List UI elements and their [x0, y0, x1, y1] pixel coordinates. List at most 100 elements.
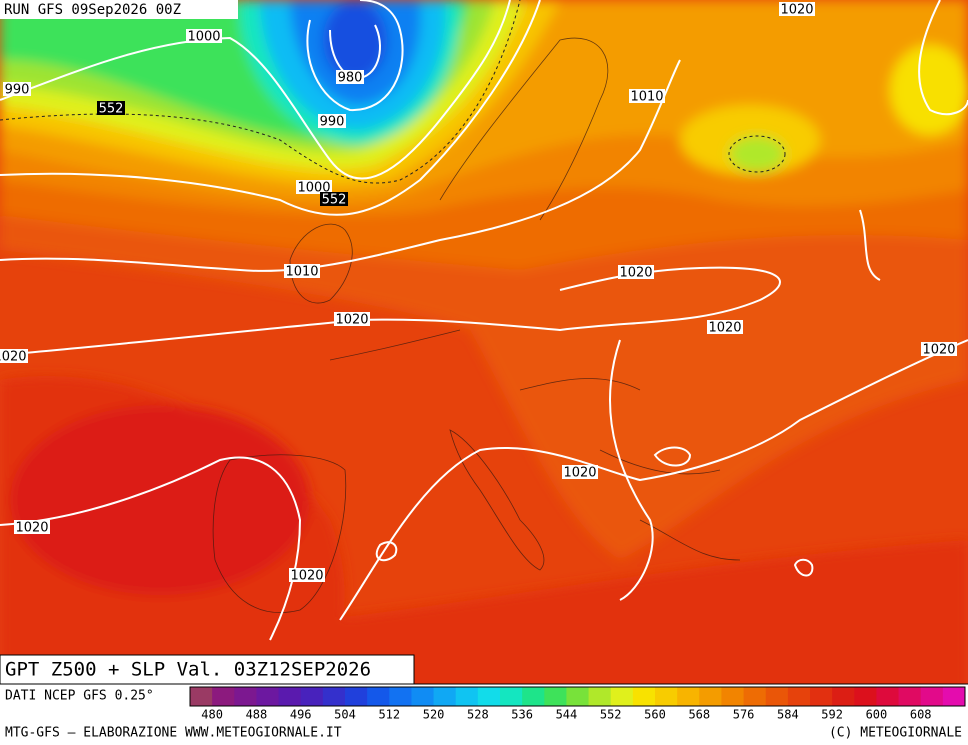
source-label: DATI NCEP GFS 0.25°: [5, 689, 154, 704]
colorbar-swatch: [389, 687, 412, 706]
colorbar-swatch: [190, 687, 213, 706]
map-shape: [0, 0, 511, 180]
colorbar-swatch: [898, 687, 922, 706]
colorbar-swatch: [655, 687, 678, 706]
contour-label: 1020: [780, 3, 813, 18]
contour-label: 990: [320, 115, 345, 130]
colorbar-swatch: [743, 687, 767, 706]
colorbar-swatch: [920, 687, 944, 706]
colorbar-swatch: [942, 687, 966, 706]
run-box: [0, 0, 238, 19]
colorbar-label: 520: [423, 708, 445, 722]
contour-label: 1020: [619, 266, 652, 281]
contour-label: 1020: [563, 466, 596, 481]
colorbar-swatch: [367, 687, 390, 706]
contour-label: 1020: [0, 350, 27, 365]
contour-label: 990: [5, 83, 30, 98]
contour-label-box: [3, 82, 31, 96]
colorbar-swatch: [322, 687, 346, 706]
contour-label-box: [562, 465, 598, 479]
colorbar-swatch: [278, 687, 302, 706]
colorbar-swatch: [345, 687, 368, 706]
colorbar-swatch: [699, 687, 722, 706]
colorbar-swatch: [256, 687, 280, 706]
colorbar-label: 536: [511, 708, 533, 722]
contour-label: 1000: [297, 181, 330, 196]
contour-label-box: [296, 180, 332, 194]
colorbar-label: 528: [467, 708, 489, 722]
ellipse: [323, 0, 387, 80]
colorbar-swatch: [610, 687, 634, 706]
colorbar-swatch: [677, 687, 700, 706]
colorbar-label: 584: [777, 708, 799, 722]
contour-label-box: [334, 312, 370, 326]
map-shape: [609, 209, 881, 601]
colorbar-label: 552: [600, 708, 622, 722]
contour-label: 980: [338, 71, 363, 86]
g: [0, 0, 968, 684]
map-shape: [0, 59, 681, 272]
contour-label-box: [186, 29, 222, 43]
footer-right: (C) METEOGIORNALE: [829, 726, 962, 741]
colorbar-swatch: [765, 687, 789, 706]
colorbar-label: 480: [201, 708, 223, 722]
contour-label: 1020: [335, 313, 368, 328]
colorbar-swatch: [876, 687, 900, 706]
contour-label-box: [779, 2, 815, 16]
map-shape: [0, 266, 781, 356]
contour-label-box: [0, 349, 28, 363]
coastline: [439, 37, 609, 221]
colorbar-label: 608: [910, 708, 932, 722]
run-label: RUN GFS 09Sep2026 00Z: [4, 2, 181, 18]
contour-label: 552: [99, 102, 124, 117]
contour-label: 1010: [630, 90, 663, 105]
colorbar-swatch: [787, 687, 811, 706]
contour-label-box: [921, 342, 957, 356]
ellipse: [10, 405, 310, 595]
colorbar-swatch: [477, 687, 501, 706]
colorbar-swatch: [433, 687, 457, 706]
colorbar-label: 504: [334, 708, 356, 722]
colorbar-swatch: [234, 687, 257, 706]
map-shape: [0, 0, 541, 216]
colorbar-label: 488: [246, 708, 268, 722]
colorbar-swatch: [832, 687, 855, 706]
contour-label-box: [318, 114, 346, 128]
map-title: GPT Z500 + SLP Val. 03Z12SEP2026: [5, 659, 371, 681]
contour-label: 1020: [15, 521, 48, 536]
colorbar-label: 512: [378, 708, 400, 722]
isobars: [0, 0, 968, 641]
colorbar-frame: [189, 686, 966, 707]
map-shape: [306, 0, 404, 112]
colorbar-label: 496: [290, 708, 312, 722]
colorbar-label: 592: [821, 708, 843, 722]
colorbar-label: 568: [688, 708, 710, 722]
ellipse: [890, 45, 968, 135]
contour-label-box: [320, 192, 348, 206]
colorbar-swatch: [721, 687, 745, 706]
colorbar-swatch: [810, 687, 833, 706]
contour-label-box: [629, 89, 665, 103]
title-box: [0, 654, 415, 684]
colorbar-label: 560: [644, 708, 666, 722]
contour-label: 1020: [708, 321, 741, 336]
colorbar-swatch: [544, 687, 567, 706]
colorbar-swatch: [212, 687, 235, 706]
contour-label-box: [336, 70, 364, 84]
coastline: [449, 429, 545, 571]
coastline: [329, 329, 741, 561]
colorbar-swatch: [854, 687, 877, 706]
map-shape: [918, 0, 968, 116]
colorbar-swatch: [588, 687, 612, 706]
colorbar-swatch: [632, 687, 656, 706]
contour-label: 1010: [285, 265, 318, 280]
contour-label: 1020: [922, 343, 955, 358]
coastline: [289, 223, 353, 304]
colorbar-swatch: [566, 687, 590, 706]
contour-label: 1000: [187, 30, 220, 45]
colorbar-swatch: [500, 687, 523, 706]
contour-label-box: [707, 320, 743, 334]
colorbar-swatch: [300, 687, 324, 706]
colorbar-label: 600: [866, 708, 888, 722]
